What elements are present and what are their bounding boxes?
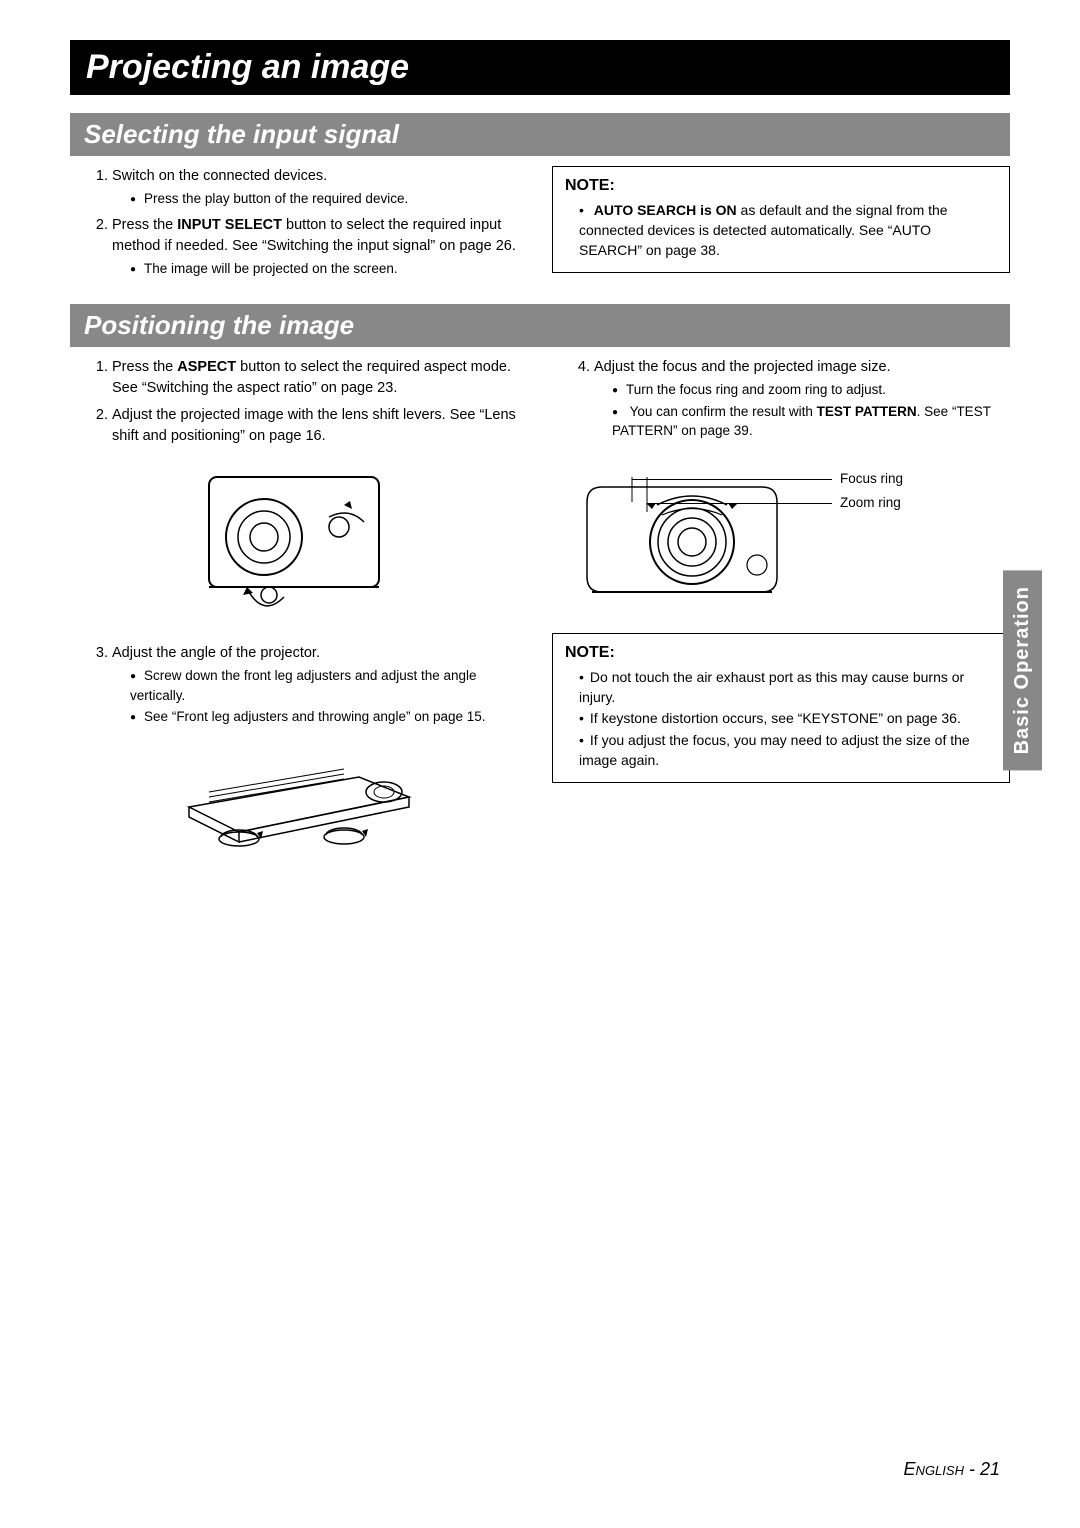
section-heading-selecting: Selecting the input signal <box>70 113 1010 156</box>
positioning-left-steps: Press the ASPECT button to select the re… <box>70 357 528 447</box>
positioning-right-steps: Adjust the focus and the projected image… <box>552 357 1010 441</box>
sub-item: Press the play button of the required de… <box>130 189 528 209</box>
page-footer: English - 21 <box>904 1459 1000 1480</box>
step-text: Adjust the focus and the projected image… <box>594 359 891 375</box>
list-item: Adjust the angle of the projector. Screw… <box>112 643 528 727</box>
list-item: Press the INPUT SELECT button to select … <box>112 215 528 279</box>
sub-item: Screw down the front leg adjusters and a… <box>130 666 528 705</box>
sub-item: You can confirm the result with TEST PAT… <box>612 402 1010 441</box>
list-item: Adjust the projected image with the lens… <box>112 405 528 447</box>
note-item: If keystone distortion occurs, see “KEYS… <box>579 709 997 729</box>
step-text: Switch on the connected devices. <box>112 168 327 184</box>
list-item: Switch on the connected devices. Press t… <box>112 166 528 209</box>
zoom-ring-label: Zoom ring <box>840 495 901 510</box>
side-tab: Basic Operation <box>1003 570 1042 770</box>
list-item: Press the ASPECT button to select the re… <box>112 357 528 399</box>
focus-zoom-diagram <box>562 447 822 617</box>
note-title: NOTE: <box>565 175 997 197</box>
callout-line <box>632 479 832 480</box>
note-title: NOTE: <box>565 642 997 664</box>
note-item: Do not touch the air exhaust port as thi… <box>579 668 997 707</box>
focus-ring-label: Focus ring <box>840 471 903 486</box>
note-box-selecting: NOTE: AUTO SEARCH is ON as default and t… <box>552 166 1010 273</box>
positioning-left-steps-cont: Adjust the angle of the projector. Screw… <box>70 643 528 727</box>
section-heading-positioning: Positioning the image <box>70 304 1010 347</box>
sub-item: The image will be projected on the scree… <box>130 259 528 279</box>
note-box-positioning: NOTE: Do not touch the air exhaust port … <box>552 633 1010 783</box>
step-text: Adjust the projected image with the lens… <box>112 407 516 444</box>
lens-shift-diagram <box>189 457 409 627</box>
sub-item: See “Front leg adjusters and throwing an… <box>130 707 528 727</box>
footer-page: 21 <box>980 1459 1000 1479</box>
focus-zoom-diagram-wrap: Focus ring Zoom ring <box>552 447 1010 627</box>
list-item: Adjust the focus and the projected image… <box>594 357 1010 441</box>
note-item: If you adjust the focus, you may need to… <box>579 731 997 770</box>
step-text: Press the INPUT SELECT button to select … <box>112 217 516 254</box>
page-title: Projecting an image <box>70 40 1010 95</box>
selecting-steps: Switch on the connected devices. Press t… <box>70 166 528 278</box>
step-text: Adjust the angle of the projector. <box>112 645 320 661</box>
footer-sep: - <box>964 1459 980 1479</box>
note-item: AUTO SEARCH is ON as default and the sig… <box>579 201 997 260</box>
callout-line <box>647 503 832 504</box>
leg-adjuster-diagram <box>169 737 429 857</box>
footer-lang: English <box>904 1459 964 1479</box>
step-text: Press the ASPECT button to select the re… <box>112 359 511 396</box>
sub-item: Turn the focus ring and zoom ring to adj… <box>612 380 1010 400</box>
